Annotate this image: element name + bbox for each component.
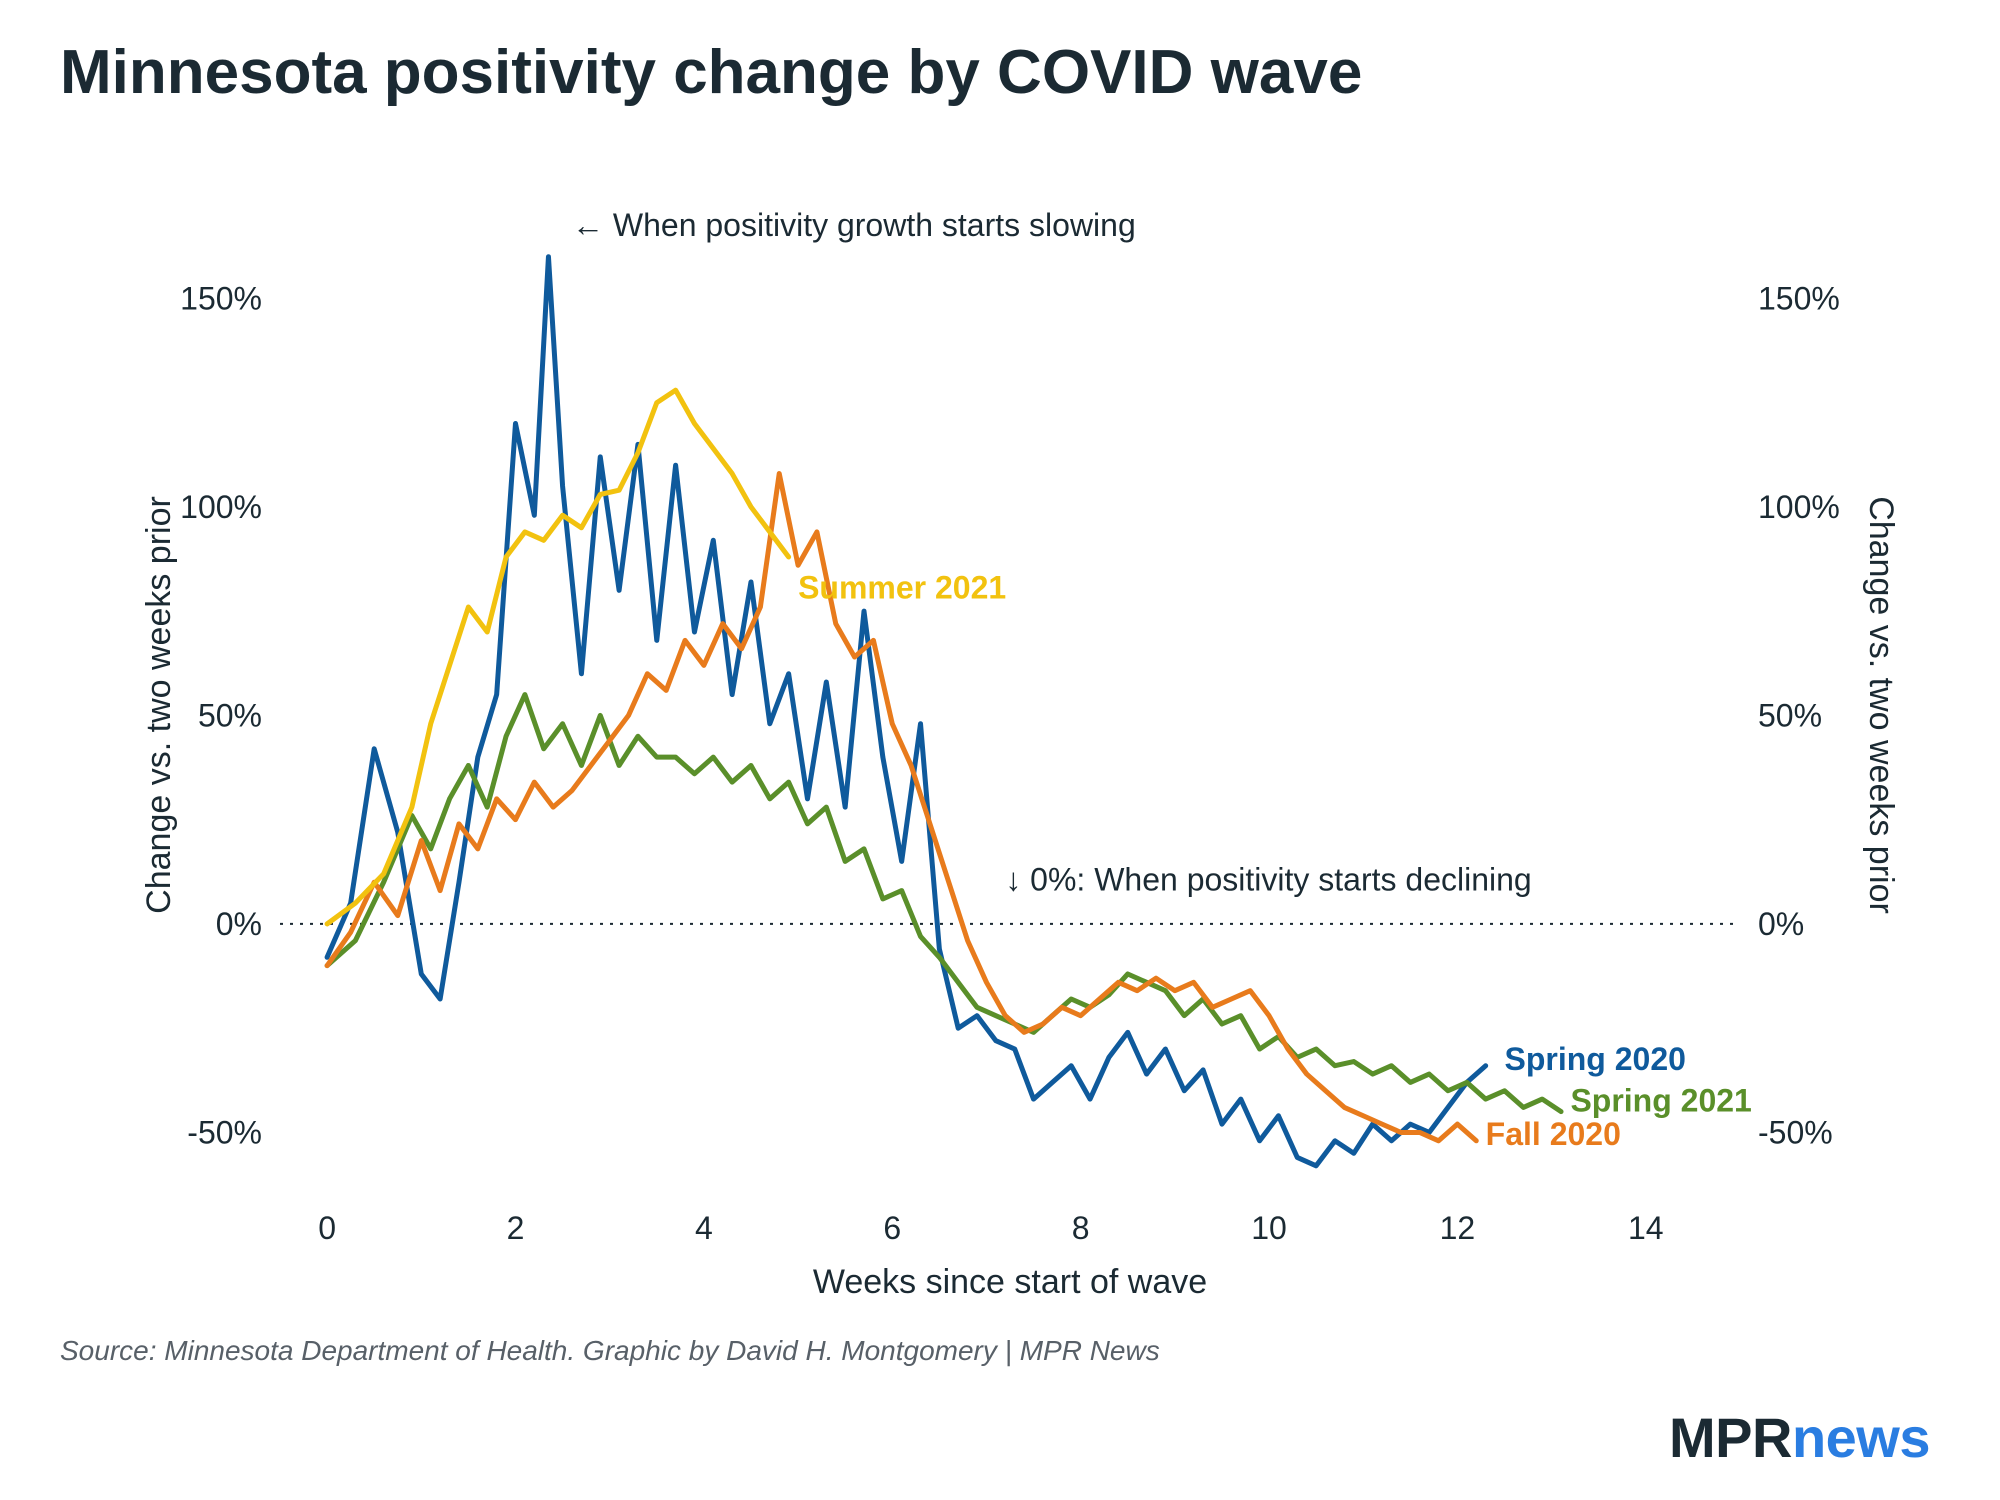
series-label-fall-2020: Fall 2020 <box>1486 1116 1621 1152</box>
logo-news: news <box>1792 1406 1930 1469</box>
series-label-spring-2021: Spring 2021 <box>1570 1083 1751 1119</box>
series-line-summer-2021 <box>327 390 789 924</box>
x-tick: 4 <box>695 1210 713 1246</box>
x-tick: 14 <box>1628 1210 1664 1246</box>
annotation: ↓ 0%: When positivity starts declining <box>1005 862 1531 898</box>
series-line-spring-2020 <box>327 257 1486 1166</box>
y-tick-right: 150% <box>1758 280 1840 316</box>
x-tick: 2 <box>507 1210 525 1246</box>
logo-mpr: MPR <box>1669 1406 1792 1469</box>
source-caption: Source: Minnesota Department of Health. … <box>60 1335 1940 1367</box>
y-tick-right: 50% <box>1758 698 1822 734</box>
line-chart: -50% -50% 0% 0% 50% 50% 100% 100% 150% 150% 0 2 4 6 8 1… <box>60 135 1940 1335</box>
y-axis-label-right: Change vs. two weeks prior <box>1862 496 1900 914</box>
x-tick: 8 <box>1072 1210 1090 1246</box>
y-tick-right: 100% <box>1758 489 1840 525</box>
x-tick: 0 <box>318 1210 336 1246</box>
x-tick: 10 <box>1251 1210 1287 1246</box>
mpr-news-logo: MPRnews <box>1669 1405 1930 1470</box>
chart-title: Minnesota positivity change by COVID wav… <box>60 40 1940 105</box>
y-tick-left: 150% <box>180 280 262 316</box>
series-label-summer-2021: Summer 2021 <box>798 570 1006 606</box>
series-line-spring-2021 <box>327 695 1561 1112</box>
y-tick-left: -50% <box>187 1115 262 1151</box>
chart-container: -50% -50% 0% 0% 50% 50% 100% 100% 150% 150% 0 2 4 6 8 1… <box>60 135 1940 1335</box>
y-axis-label-left: Change vs. two weeks prior <box>140 496 178 914</box>
series-label-spring-2020: Spring 2020 <box>1505 1041 1686 1077</box>
y-tick-right: 0% <box>1758 906 1804 942</box>
y-tick-right: -50% <box>1758 1115 1833 1151</box>
y-tick-left: 50% <box>198 698 262 734</box>
annotation: ← When positivity growth starts slowing <box>572 207 1136 243</box>
y-tick-left: 0% <box>216 906 262 942</box>
x-axis-label: Weeks since start of wave <box>813 1263 1207 1301</box>
x-tick: 6 <box>883 1210 901 1246</box>
y-tick-left: 100% <box>180 489 262 525</box>
x-tick: 12 <box>1440 1210 1476 1246</box>
